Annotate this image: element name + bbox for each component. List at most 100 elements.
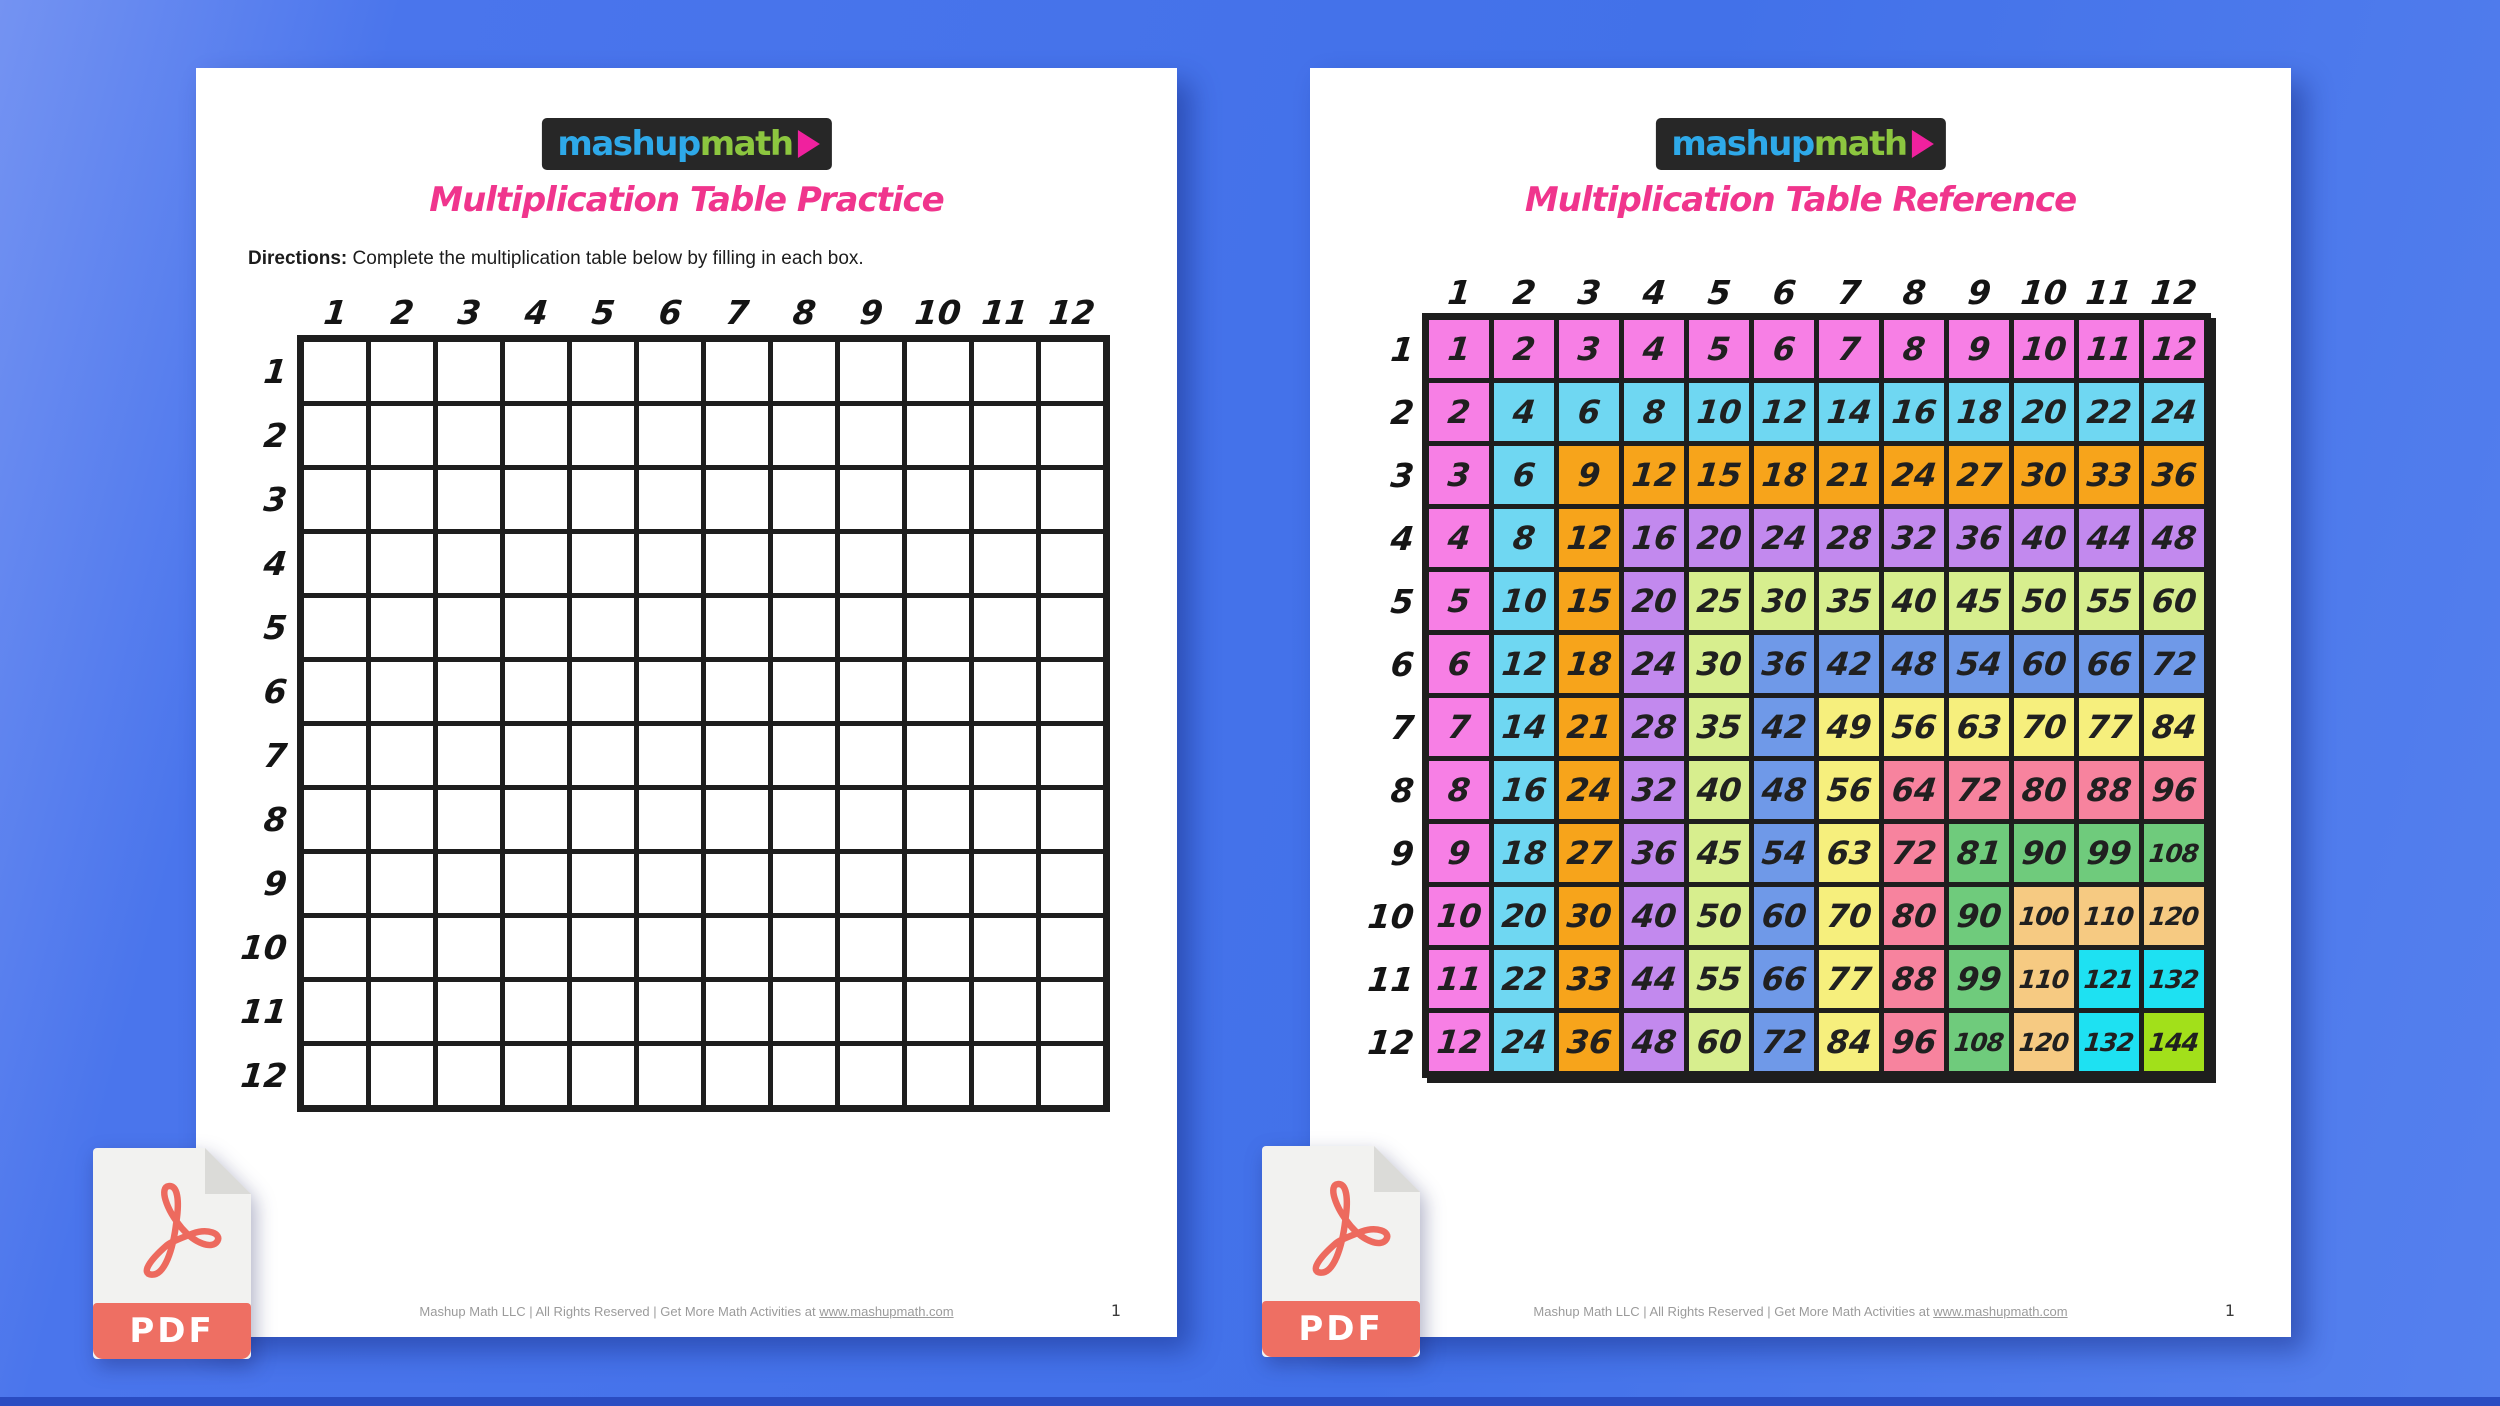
answer-box: [304, 342, 366, 401]
answer-box: [974, 790, 1036, 849]
answer-box: [1041, 726, 1103, 785]
grid-cells: [297, 335, 1110, 1112]
product-cell: 54: [1754, 824, 1814, 882]
footer-link[interactable]: www.mashupmath.com: [1933, 1304, 2068, 1319]
answer-box: [773, 406, 835, 465]
product-cell: 18: [1949, 383, 2009, 441]
col-header: 11: [979, 293, 1031, 332]
pdf-label: PDF: [93, 1303, 251, 1359]
col-header: 9: [1965, 273, 1993, 312]
product-cell: 5: [1429, 572, 1489, 630]
answer-box: [706, 918, 768, 977]
row-header: 9: [1388, 833, 1417, 873]
product-cell: 42: [1819, 635, 1879, 693]
product-cell: 64: [1884, 761, 1944, 819]
row-header: 9: [261, 864, 290, 903]
answer-box: [438, 790, 500, 849]
answer-box: [572, 918, 634, 977]
product-cell: 20: [1494, 887, 1554, 945]
answer-box: [773, 534, 835, 593]
row-header: 4: [1388, 518, 1417, 558]
answer-box: [706, 406, 768, 465]
product-cell: 72: [2144, 635, 2204, 693]
product-cell: 22: [1494, 950, 1554, 1008]
answer-box: [438, 1046, 500, 1105]
answer-box: [371, 662, 433, 721]
answer-box: [639, 342, 701, 401]
answer-box: [974, 1046, 1036, 1105]
directions-text: Directions: Complete the multiplication …: [248, 248, 864, 269]
answer-box: [304, 598, 366, 657]
answer-box: [505, 1046, 567, 1105]
answer-box: [840, 342, 902, 401]
product-cell: 40: [2014, 509, 2074, 567]
col-header: 2: [1510, 273, 1538, 312]
product-cell: 6: [1494, 446, 1554, 504]
product-cell: 63: [1819, 824, 1879, 882]
answer-box: [505, 342, 567, 401]
answer-box: [371, 918, 433, 977]
row-header: 11: [1366, 959, 1417, 999]
worksheet-page-practice: mashup math Multiplication Table Practice…: [196, 68, 1177, 1337]
product-cell: 2: [1494, 320, 1554, 378]
answer-box: [840, 918, 902, 977]
product-cell: 18: [1494, 824, 1554, 882]
col-header: 1: [1445, 273, 1473, 312]
acrobat-loop-icon: [143, 1182, 222, 1278]
product-cell: 21: [1559, 698, 1619, 756]
answer-box: [773, 982, 835, 1041]
product-cell: 70: [1819, 887, 1879, 945]
product-cell: 50: [1689, 887, 1749, 945]
answer-box: [639, 726, 701, 785]
product-cell: 36: [1949, 509, 2009, 567]
answer-box: [907, 662, 969, 721]
logo-text-math: math: [699, 124, 794, 164]
product-cell: 60: [2144, 572, 2204, 630]
answer-box: [907, 790, 969, 849]
product-cell: 10: [1689, 383, 1749, 441]
product-cell: 32: [1624, 761, 1684, 819]
col-header: 2: [388, 293, 416, 332]
product-cell: 11: [2079, 320, 2139, 378]
row-header: 5: [1388, 581, 1417, 621]
answer-box: [505, 534, 567, 593]
pdf-file-icon[interactable]: PDF: [1262, 1146, 1420, 1357]
answer-box: [840, 406, 902, 465]
answer-box: [438, 662, 500, 721]
answer-box: [974, 406, 1036, 465]
product-cell: 40: [1624, 887, 1684, 945]
product-cell: 9: [1429, 824, 1489, 882]
product-cell: 30: [1559, 887, 1619, 945]
product-cell: 7: [1819, 320, 1879, 378]
answer-box: [1041, 470, 1103, 529]
answer-box: [572, 470, 634, 529]
product-cell: 60: [1689, 1013, 1749, 1071]
page-footer: Mashup Math LLC | All Rights Reserved | …: [1310, 1301, 2291, 1320]
product-cell: 45: [1689, 824, 1749, 882]
row-header: 7: [1388, 707, 1417, 747]
product-cell: 10: [1429, 887, 1489, 945]
answer-box: [438, 406, 500, 465]
acrobat-loop-icon: [1312, 1180, 1391, 1276]
product-cell: 84: [1819, 1013, 1879, 1071]
product-cell: 12: [1429, 1013, 1489, 1071]
answer-box: [639, 662, 701, 721]
product-cell: 110: [2079, 887, 2139, 945]
footer-link[interactable]: www.mashupmath.com: [819, 1304, 954, 1319]
column-headers: 1 2 3 4 5 6 7 8 9 10 11 12: [304, 283, 1103, 332]
product-cell: 24: [1624, 635, 1684, 693]
product-cell: 55: [1689, 950, 1749, 1008]
product-cell: 12: [2144, 320, 2204, 378]
answer-box: [371, 854, 433, 913]
product-cell: 36: [1754, 635, 1814, 693]
pdf-file-icon[interactable]: PDF: [93, 1148, 251, 1359]
product-cell: 77: [1819, 950, 1879, 1008]
product-cell: 30: [2014, 446, 2074, 504]
product-cell: 8: [1884, 320, 1944, 378]
product-cell: 14: [1494, 698, 1554, 756]
answer-box: [706, 470, 768, 529]
product-cell: 45: [1949, 572, 2009, 630]
product-cell: 48: [1624, 1013, 1684, 1071]
col-header: 12: [2148, 273, 2200, 312]
